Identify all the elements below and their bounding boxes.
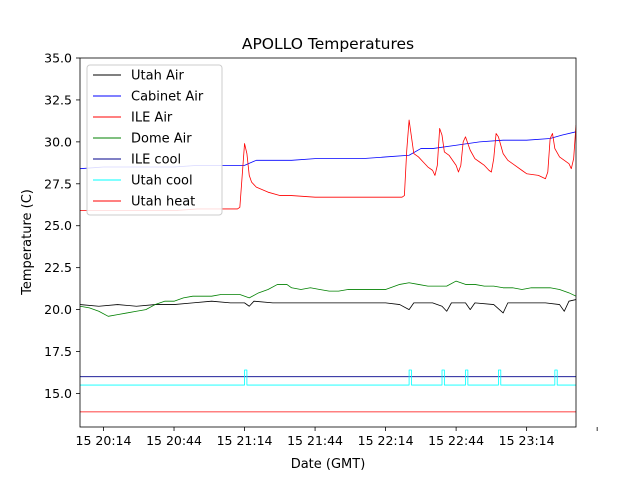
y-tick-label: 22.5 bbox=[44, 260, 72, 275]
legend-label: ILE cool bbox=[131, 153, 181, 168]
y-tick-label: 27.5 bbox=[44, 176, 72, 191]
y-axis-label: Temperature (C) bbox=[20, 189, 35, 296]
x-axis: 15 20:14 15 20:44 15 21:14 15 21:44 15 22:14… bbox=[76, 427, 598, 448]
x-axis-label: Date (GMT) bbox=[291, 457, 366, 472]
legend-label: Utah Air bbox=[131, 69, 184, 84]
x-tick-label: 15 21:44 bbox=[287, 433, 343, 448]
x-tick-label: 15 22:44 bbox=[428, 433, 484, 448]
y-tick-label: 17.5 bbox=[44, 344, 72, 359]
legend-label: Utah cool bbox=[131, 174, 193, 189]
plot-border bbox=[79, 57, 577, 428]
x-tick-label: 15 20:14 bbox=[76, 433, 132, 448]
y-tick-label: 15.0 bbox=[44, 386, 72, 401]
y-tick-label: 30.0 bbox=[44, 134, 72, 149]
legend-label: ILE Air bbox=[131, 111, 173, 126]
x-tick-label: 15 21:14 bbox=[217, 433, 273, 448]
y-tick-label: 35.0 bbox=[44, 51, 72, 66]
x-tick-label: 15 22:14 bbox=[358, 433, 414, 448]
y-axis: 15.0 17.5 20.0 22.5 25.0 27.5 30.0 32.5 35.0 bbox=[44, 51, 80, 401]
legend-label: Dome Air bbox=[131, 132, 192, 147]
series-line-utah-cool bbox=[80, 369, 576, 386]
chart-title: APOLLO Temperatures bbox=[242, 35, 414, 53]
legend-box bbox=[86, 64, 223, 216]
series-line-dome-air bbox=[80, 280, 576, 317]
y-tick-label: 32.5 bbox=[44, 92, 72, 107]
series-line-utah-air bbox=[80, 299, 576, 314]
legend-label: Cabinet Air bbox=[131, 90, 204, 105]
y-tick-label: 20.0 bbox=[44, 302, 72, 317]
legend-label: Utah heat bbox=[131, 195, 195, 210]
y-tick-label: 25.0 bbox=[44, 218, 72, 233]
x-tick-label: 15 20:44 bbox=[146, 433, 202, 448]
x-tick-label: 15 23:14 bbox=[499, 433, 555, 448]
series-line-ile-air bbox=[80, 119, 576, 212]
legend: Utah Air Cabinet Air ILE Air Dome Air ILE co… bbox=[86, 64, 223, 216]
